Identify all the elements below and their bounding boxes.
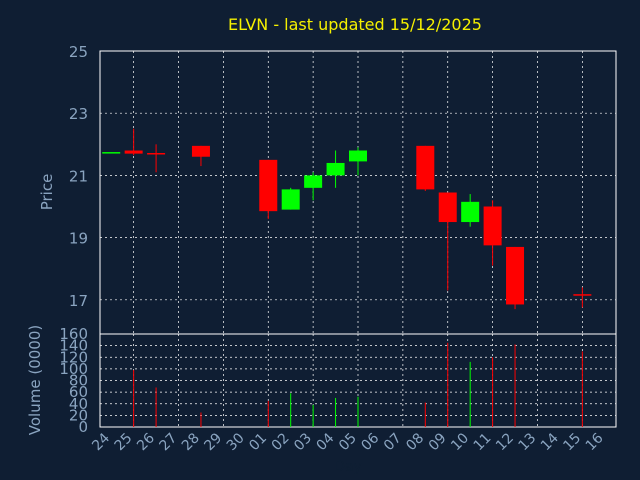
candle-body	[259, 159, 278, 212]
candle-body	[461, 201, 480, 223]
volume-tick-label: 120	[59, 348, 88, 366]
price-tick-label: 23	[69, 105, 88, 123]
candle-body	[326, 162, 345, 176]
candles	[102, 128, 592, 310]
candle-body	[124, 150, 143, 154]
price-tick-label: 25	[69, 43, 88, 61]
x-axis-label: Day	[334, 459, 362, 475]
volume-tick-label: 40	[69, 395, 88, 413]
candle-body	[506, 246, 525, 305]
candle-body	[147, 153, 166, 155]
volume-axis-label: Volume (0000)	[26, 325, 44, 435]
price-tick-label: 21	[69, 167, 88, 185]
volume-tick-label: 80	[69, 372, 88, 390]
x-axis-ticks: 2425262728293001020304050607080910111213…	[89, 430, 607, 454]
volume-tick-label: 160	[59, 325, 88, 343]
volume-tick-label: 100	[59, 360, 88, 378]
volume-bars	[133, 342, 583, 427]
volume-tick-label: 0	[78, 418, 88, 436]
candle-body	[483, 206, 502, 246]
candle-body	[438, 192, 457, 223]
candle-body	[191, 145, 210, 157]
price-tick-label: 17	[69, 292, 88, 310]
candle-body	[102, 152, 121, 154]
chart-title: ELVN - last updated 15/12/2025	[228, 15, 482, 34]
price-axis-label: Price	[38, 174, 56, 211]
candle-body	[416, 145, 435, 190]
price-y-ticks: 25 23 21 19 17	[69, 43, 88, 310]
candle-body	[304, 175, 323, 188]
candle-body	[573, 294, 592, 296]
price-panel: 25 23 21 19 17 Price	[38, 43, 617, 335]
candle-body	[349, 150, 367, 162]
volume-tick-label: 20	[69, 406, 88, 424]
volume-tick-label: 140	[59, 337, 88, 355]
volume-tick-label: 60	[69, 383, 88, 401]
candle-body	[281, 189, 300, 210]
price-tick-label: 19	[69, 230, 88, 248]
